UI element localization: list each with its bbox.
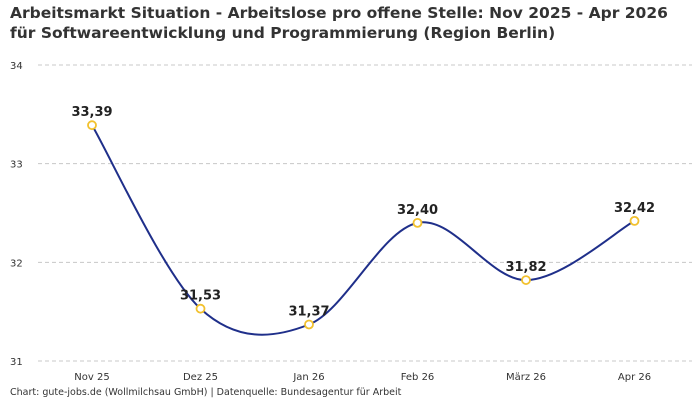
data-labels: 33,39 31,53 31,37 32,40 31,82 32,42 bbox=[71, 105, 655, 319]
y-axis-ticks: 31 32 33 34 bbox=[10, 61, 23, 368]
data-label-2: 31,53 bbox=[180, 289, 221, 304]
data-label-4: 32,40 bbox=[397, 203, 438, 218]
data-point-3 bbox=[304, 319, 314, 330]
x-tick-label-5: März 26 bbox=[506, 372, 546, 383]
y-tick-label-34: 34 bbox=[10, 61, 23, 72]
x-tick-label-6: Apr 26 bbox=[618, 372, 651, 383]
data-label-1: 33,39 bbox=[71, 105, 112, 120]
data-point-5 bbox=[521, 275, 531, 285]
y-tick-label-32: 32 bbox=[10, 258, 23, 269]
grid-lines bbox=[38, 64, 692, 362]
x-tick-label-3: Jan 26 bbox=[292, 372, 324, 383]
x-tick-label-4: Feb 26 bbox=[401, 372, 435, 383]
data-label-3: 31,37 bbox=[288, 304, 329, 319]
y-tick-label-33: 33 bbox=[10, 160, 23, 171]
data-points bbox=[87, 120, 640, 330]
chart-title: Arbeitsmarkt Situation - Arbeitslose pro… bbox=[10, 4, 668, 42]
chart-source-footer: Chart: gute-jobs.de (Wollmilchsau GmbH) … bbox=[10, 387, 402, 398]
data-point-1 bbox=[87, 120, 97, 131]
data-point-2 bbox=[195, 303, 206, 314]
series-line bbox=[91, 124, 635, 336]
data-point-4 bbox=[412, 217, 423, 228]
y-tick-label-31: 31 bbox=[10, 357, 23, 368]
x-axis-ticks: Nov 25 Dez 25 Jan 26 Feb 26 März 26 Apr 26 bbox=[74, 372, 651, 383]
x-tick-label-2: Dez 25 bbox=[183, 372, 218, 383]
data-label-5: 31,82 bbox=[505, 260, 546, 275]
data-label-6: 32,42 bbox=[614, 201, 655, 216]
x-tick-label-1: Nov 25 bbox=[74, 372, 109, 383]
data-point-6 bbox=[629, 215, 640, 226]
